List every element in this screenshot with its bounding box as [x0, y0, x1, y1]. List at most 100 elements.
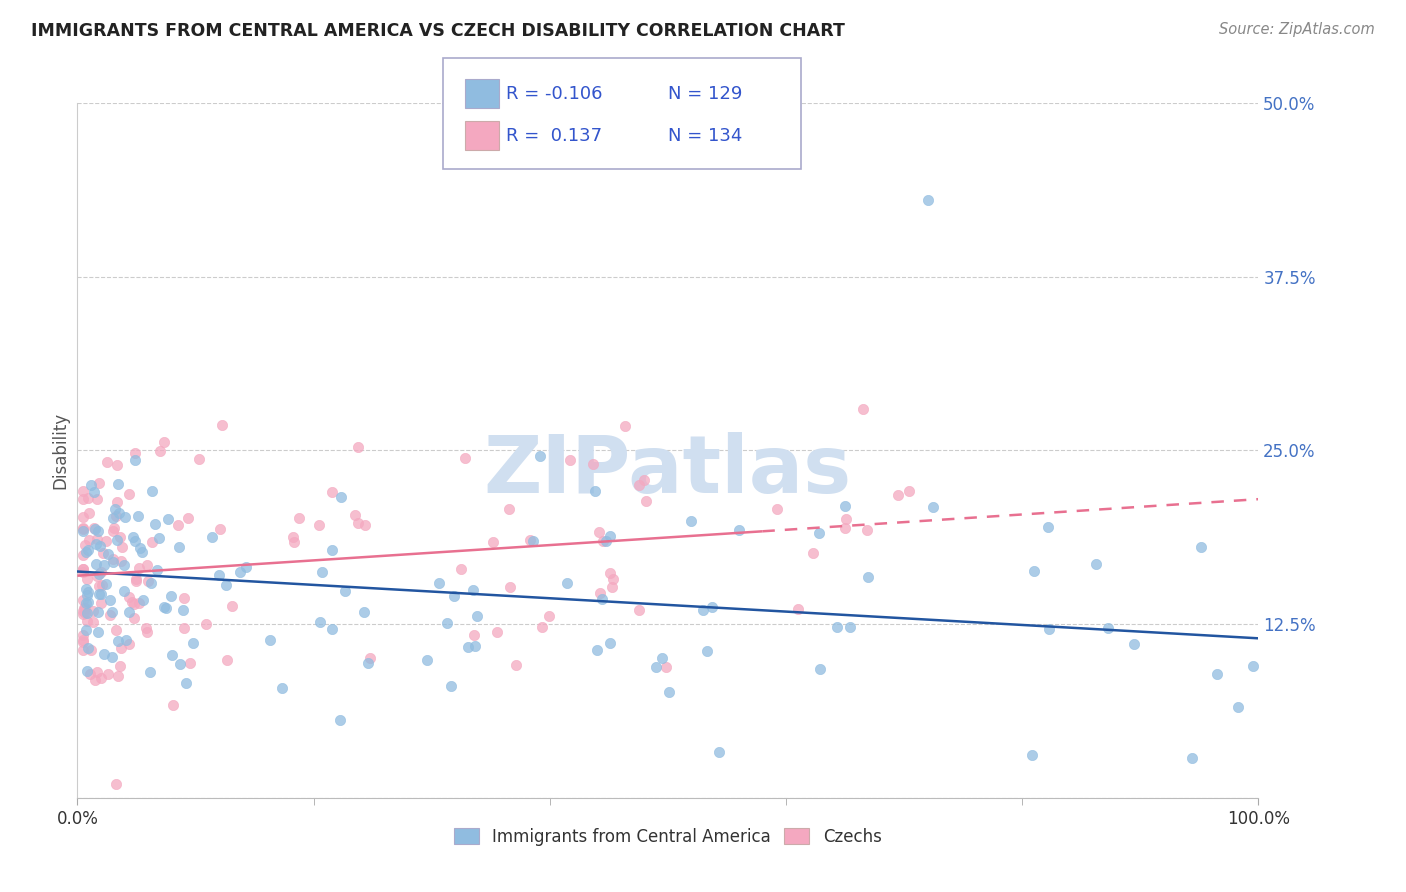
- Point: [1038, 622, 1060, 636]
- Point: [73, 606, 96, 620]
- Text: N = 134: N = 134: [668, 127, 742, 145]
- Point: [90, 565, 112, 579]
- Point: [101, 552, 124, 566]
- Point: [72, 633, 94, 648]
- Point: [287, 511, 309, 525]
- Point: [89, 539, 111, 553]
- Point: [91, 546, 114, 560]
- Point: [321, 485, 343, 500]
- Text: IMMIGRANTS FROM CENTRAL AMERICA VS CZECH DISABILITY CORRELATION CHART: IMMIGRANTS FROM CENTRAL AMERICA VS CZECH…: [31, 22, 845, 40]
- Point: [898, 483, 921, 498]
- Point: [1181, 751, 1204, 765]
- Point: [75, 545, 97, 559]
- Point: [343, 508, 366, 523]
- Point: [1085, 558, 1108, 572]
- Point: [162, 648, 184, 662]
- Point: [700, 599, 723, 614]
- Point: [427, 575, 450, 590]
- Point: [141, 535, 163, 549]
- Point: [591, 592, 613, 607]
- Point: [72, 628, 94, 642]
- Point: [595, 534, 617, 549]
- Point: [321, 622, 343, 636]
- Point: [72, 524, 94, 538]
- Point: [101, 605, 124, 619]
- Point: [77, 533, 100, 548]
- Point: [153, 600, 176, 615]
- Point: [1022, 564, 1045, 578]
- Point: [696, 644, 718, 658]
- Point: [347, 516, 370, 530]
- Point: [450, 562, 472, 576]
- Point: [72, 483, 94, 498]
- Point: [76, 542, 98, 557]
- Point: [228, 565, 250, 579]
- Point: [125, 574, 148, 588]
- Point: [103, 510, 125, 524]
- Point: [127, 509, 149, 524]
- Point: [87, 625, 110, 640]
- Point: [72, 593, 94, 607]
- Point: [221, 599, 243, 613]
- Point: [330, 490, 353, 504]
- Point: [519, 533, 541, 547]
- Point: [211, 418, 233, 433]
- Point: [101, 524, 124, 539]
- Point: [73, 538, 96, 552]
- Point: [112, 558, 135, 573]
- Point: [599, 566, 621, 581]
- Point: [110, 541, 132, 555]
- Point: [101, 649, 124, 664]
- Point: [415, 653, 437, 667]
- Point: [98, 592, 121, 607]
- Point: [75, 601, 97, 615]
- Point: [727, 523, 749, 537]
- Point: [97, 547, 120, 561]
- Point: [155, 601, 177, 615]
- Legend: Immigrants from Central America, Czechs: Immigrants from Central America, Czechs: [447, 822, 889, 853]
- Point: [582, 457, 605, 471]
- Point: [72, 521, 94, 535]
- Point: [1227, 699, 1250, 714]
- Point: [108, 506, 131, 520]
- Point: [215, 578, 238, 592]
- Point: [107, 495, 129, 509]
- Point: [117, 637, 139, 651]
- Point: [84, 537, 107, 551]
- Point: [633, 474, 655, 488]
- Point: [181, 636, 204, 650]
- Point: [114, 510, 136, 524]
- Point: [1021, 748, 1043, 763]
- Point: [834, 521, 856, 535]
- Point: [160, 589, 183, 603]
- Point: [115, 633, 138, 648]
- Point: [440, 679, 463, 693]
- Point: [856, 523, 879, 537]
- Point: [76, 615, 98, 629]
- Point: [856, 570, 879, 584]
- Point: [357, 656, 380, 670]
- Point: [118, 606, 141, 620]
- Point: [692, 603, 714, 617]
- Point: [808, 526, 831, 541]
- Point: [107, 669, 129, 683]
- Point: [87, 476, 110, 491]
- Point: [128, 596, 150, 610]
- Point: [90, 596, 112, 610]
- Point: [80, 478, 103, 492]
- Point: [148, 531, 170, 545]
- Point: [173, 621, 195, 635]
- Point: [628, 602, 651, 616]
- Point: [644, 660, 666, 674]
- Point: [146, 563, 169, 577]
- Point: [136, 574, 159, 589]
- Point: [80, 643, 103, 657]
- Point: [124, 453, 146, 467]
- Text: Source: ZipAtlas.com: Source: ZipAtlas.com: [1219, 22, 1375, 37]
- Point: [808, 663, 831, 677]
- Point: [87, 566, 110, 581]
- Point: [76, 588, 98, 602]
- Point: [482, 535, 505, 549]
- Point: [628, 477, 651, 491]
- Point: [87, 578, 110, 592]
